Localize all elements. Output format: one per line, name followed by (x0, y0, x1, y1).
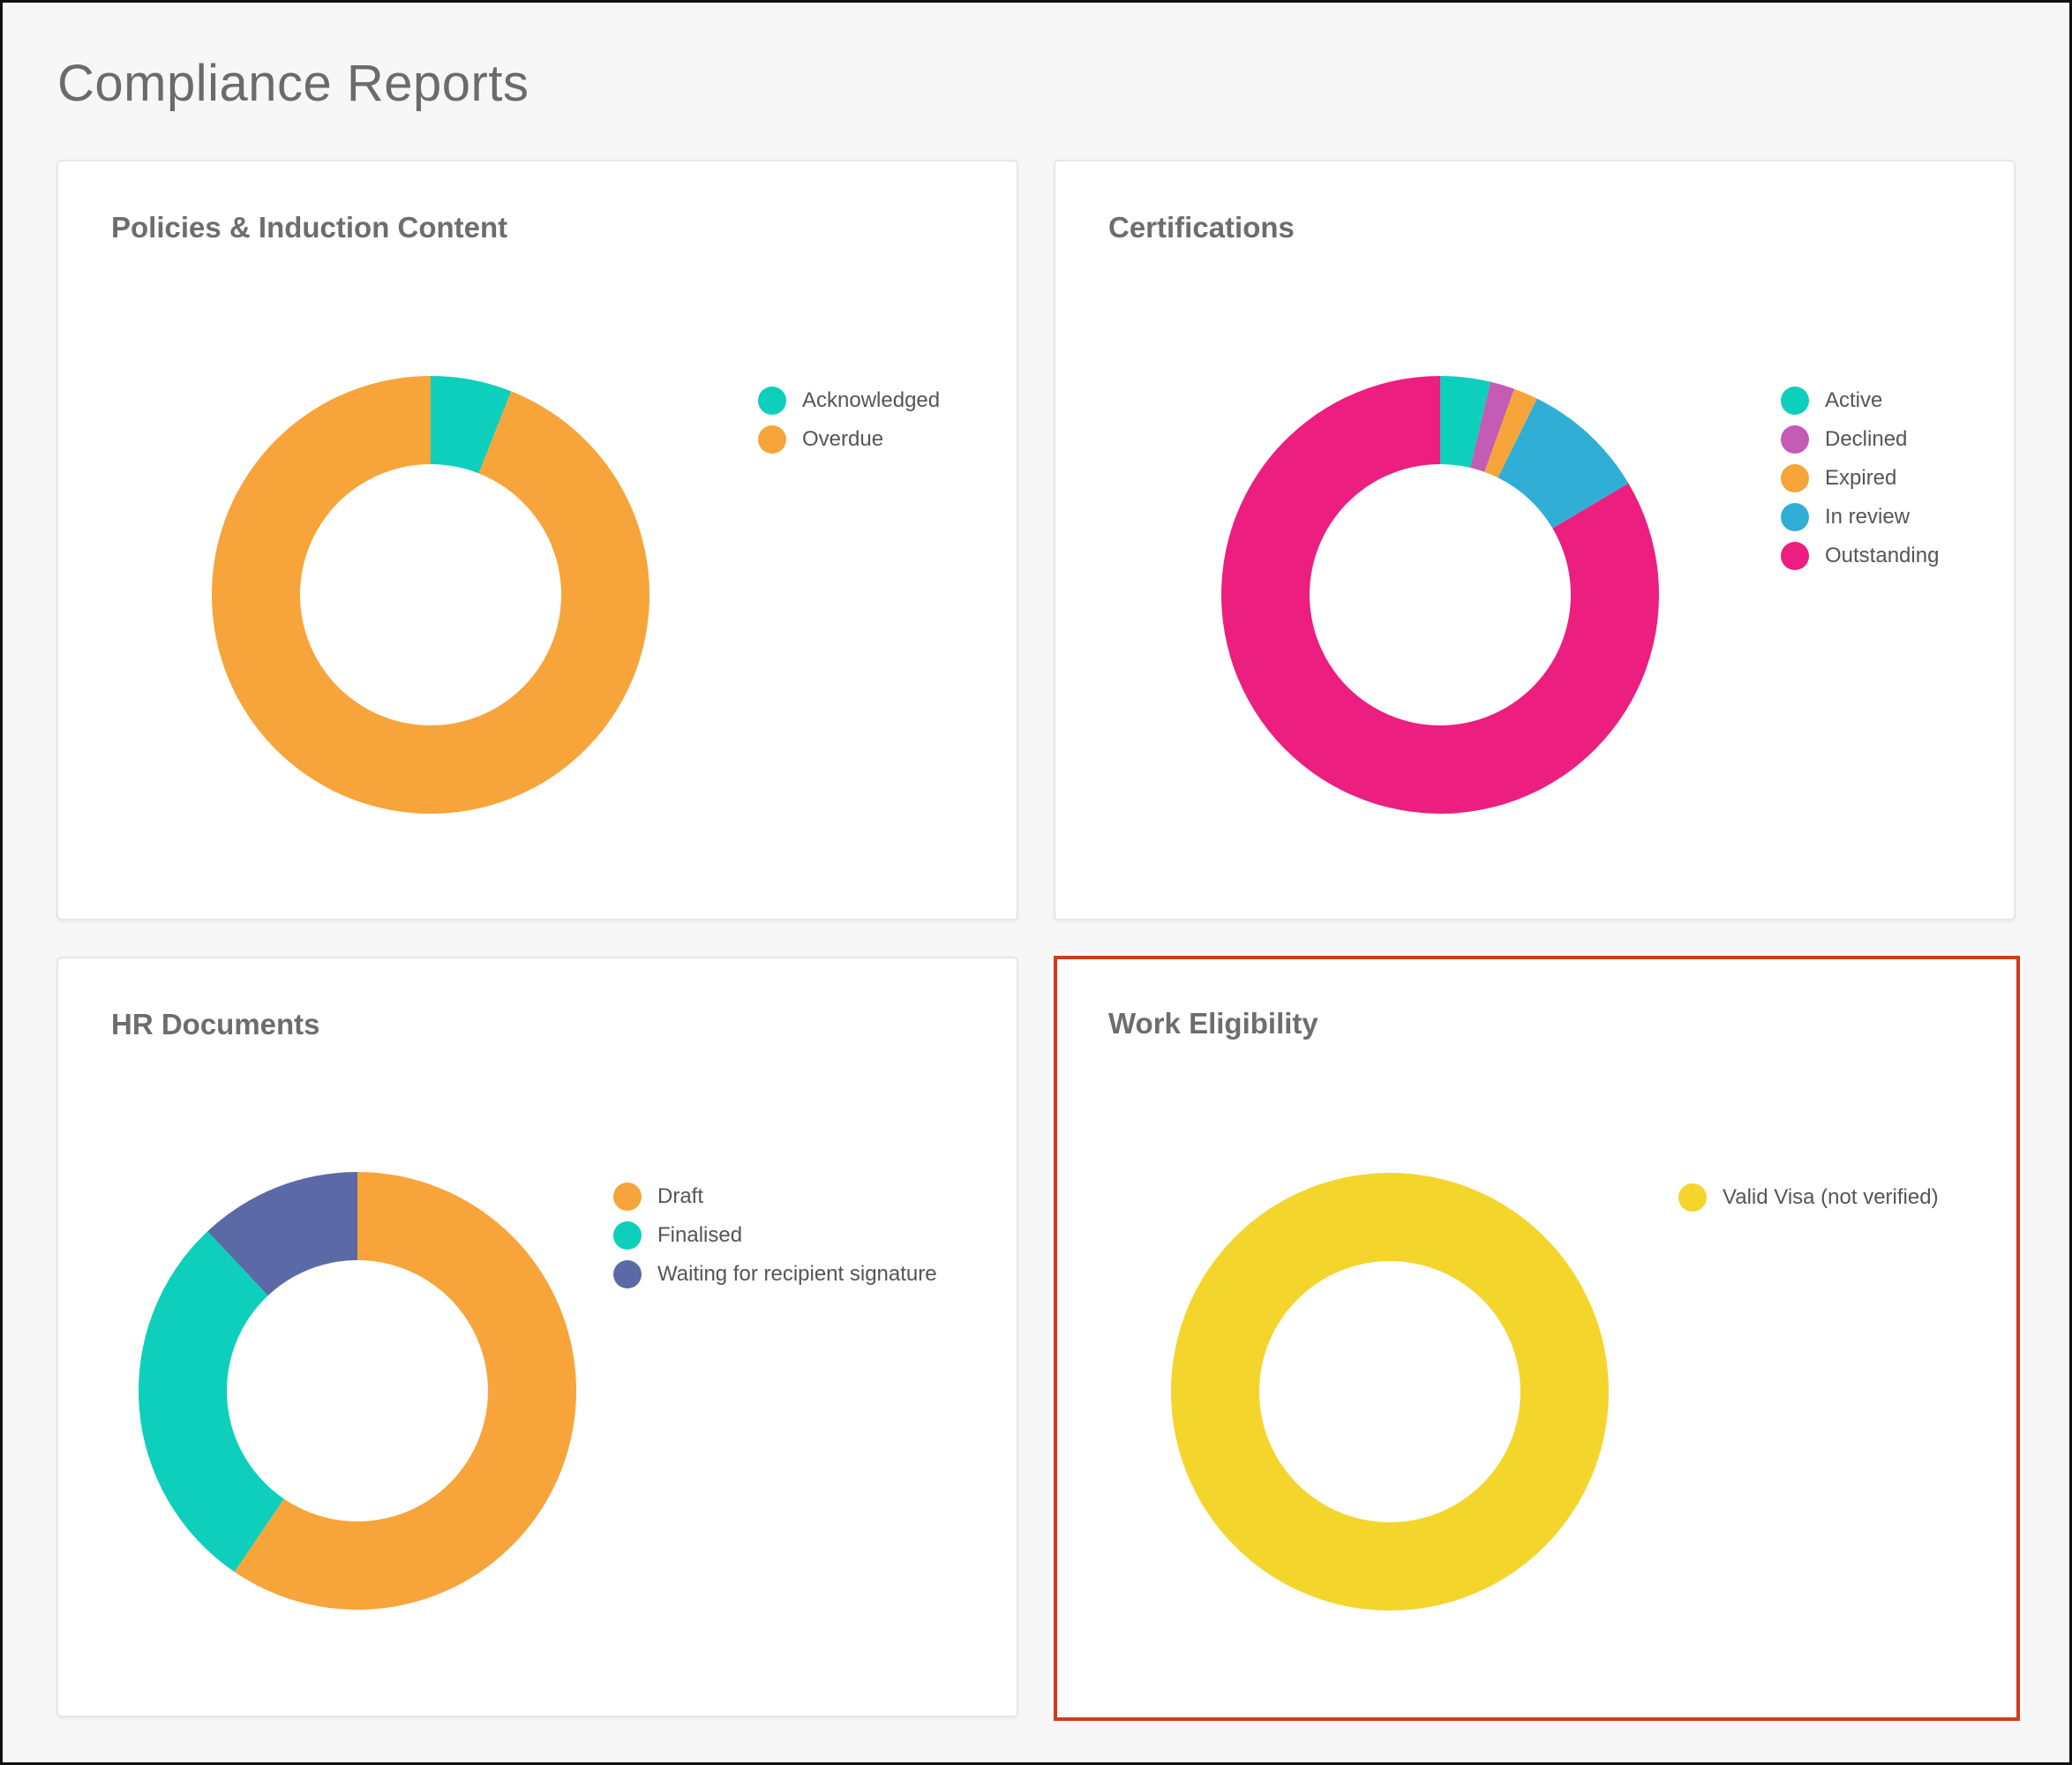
legend-label: Active (1825, 388, 1883, 412)
donut-chart-policies (211, 376, 649, 814)
legend-label: Acknowledged (802, 388, 941, 412)
legend-item-draft[interactable]: Draft (613, 1177, 937, 1216)
donut-slice-in-review[interactable] (1498, 398, 1629, 529)
donut-slice-outstanding[interactable] (1221, 376, 1659, 814)
donut-chart-hr-documents (138, 1172, 576, 1610)
donut-slice-declined[interactable] (1470, 381, 1515, 472)
legend-label: Outstanding (1825, 544, 1940, 567)
legend-item-outstanding[interactable]: Outstanding (1781, 537, 1939, 575)
legend-label: Waiting for recipient signature (657, 1262, 937, 1286)
legend-item-expired[interactable]: Expired (1781, 459, 1939, 498)
legend-dot-icon (1781, 503, 1809, 531)
legend-dot-icon (613, 1221, 642, 1250)
card-title: Work Eligibility (1108, 1007, 1318, 1040)
donut-slice-active[interactable] (1440, 376, 1491, 468)
legend-item-overdue[interactable]: Overdue (758, 420, 940, 459)
legend-certifications: Active Declined Expired In review Outsta… (1781, 381, 1939, 575)
card-policies-induction: Policies & Induction Content Acknowledge… (56, 160, 1018, 920)
card-title: Policies & Induction Content (111, 211, 508, 244)
page-title: Compliance Reports (57, 55, 529, 112)
legend-hr-documents: Draft Finalised Waiting for recipient si… (613, 1177, 937, 1294)
legend-dot-icon (758, 425, 786, 454)
legend-item-declined[interactable]: Declined (1781, 420, 1939, 459)
legend-label: Expired (1825, 466, 1897, 490)
legend-label: Finalised (657, 1223, 743, 1247)
legend-label: Overdue (802, 427, 884, 451)
legend-dot-icon (1781, 542, 1809, 570)
donut-chart-work-eligibility (1171, 1173, 1609, 1611)
donut-slice-waiting-for-recipient-signature[interactable] (207, 1172, 357, 1296)
legend-work-eligibility: Valid Visa (not verified) (1678, 1178, 1939, 1217)
legend-item-acknowledged[interactable]: Acknowledged (758, 381, 940, 420)
legend-dot-icon (613, 1260, 642, 1288)
legend-dot-icon (1781, 464, 1809, 492)
legend-label: Draft (657, 1184, 704, 1208)
donut-slice-draft[interactable] (234, 1172, 576, 1610)
legend-label: Valid Visa (not verified) (1723, 1185, 1939, 1209)
card-certifications: Certifications Active Declined Expired I… (1054, 160, 2016, 920)
donut-chart-certifications (1221, 376, 1659, 814)
donut-slice-valid-visa-not-verified[interactable] (1171, 1173, 1609, 1611)
legend-dot-icon (1678, 1183, 1707, 1212)
legend-dot-icon (758, 387, 786, 415)
card-title: Certifications (1108, 211, 1295, 244)
card-work-eligibility: Work Eligibility Valid Visa (not verifie… (1054, 956, 2020, 1721)
donut-slice-finalised[interactable] (138, 1231, 284, 1573)
donut-slice-overdue[interactable] (211, 376, 649, 814)
legend-item-active[interactable]: Active (1781, 381, 1939, 420)
legend-item-valid-visa[interactable]: Valid Visa (not verified) (1678, 1178, 1939, 1217)
legend-label: Declined (1825, 427, 1908, 451)
legend-item-waiting-signature[interactable]: Waiting for recipient signature (613, 1255, 937, 1294)
donut-slice-acknowledged[interactable] (431, 376, 512, 474)
legend-dot-icon (1781, 425, 1809, 454)
legend-dot-icon (613, 1183, 642, 1211)
donut-slice-expired[interactable] (1484, 388, 1537, 478)
legend-item-in-review[interactable]: In review (1781, 498, 1939, 537)
card-hr-documents: HR Documents Draft Finalised Waiting for… (56, 957, 1018, 1717)
legend-policies: Acknowledged Overdue (758, 381, 940, 459)
legend-item-finalised[interactable]: Finalised (613, 1216, 937, 1255)
legend-label: In review (1825, 505, 1911, 529)
legend-dot-icon (1781, 387, 1809, 415)
card-title: HR Documents (111, 1008, 320, 1040)
